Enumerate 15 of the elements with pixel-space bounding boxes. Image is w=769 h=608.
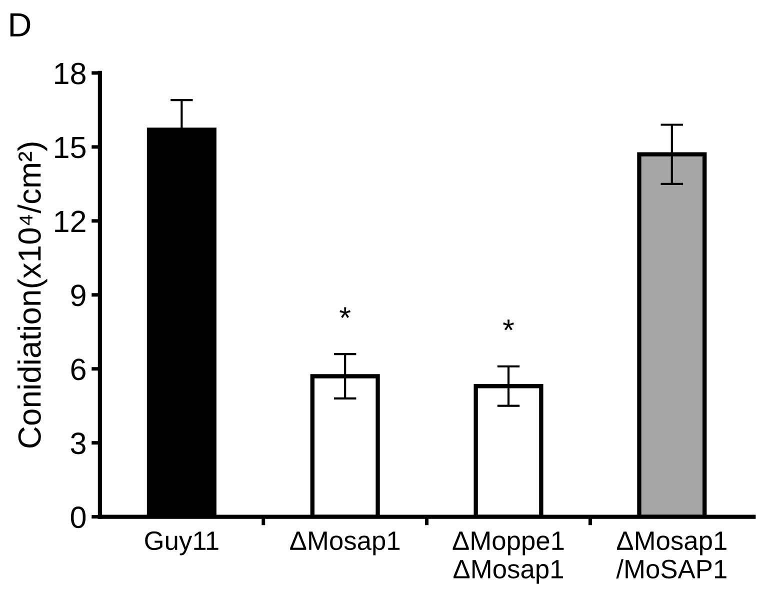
- x-tick-label: ΔMoppe1 ΔMosap1: [452, 532, 564, 584]
- annotation: *: [340, 307, 351, 318]
- y-tick-label: 9: [71, 284, 86, 306]
- y-tick-label: 3: [70, 432, 86, 454]
- y-axis-title: Conidiation(x10⁴/cm²): [17, 142, 48, 448]
- y-tick-label: 15: [55, 136, 86, 158]
- y-tick-label: 0: [70, 506, 86, 528]
- x-tick-label: ΔMosap1: [290, 532, 400, 556]
- annotation: *: [503, 320, 514, 330]
- x-tick-label: ΔMosap1 /MoSAP1: [616, 532, 726, 578]
- x-tick-label: Guy11: [145, 531, 218, 556]
- y-tick-label: 18: [55, 62, 86, 84]
- text: D: [10, 13, 30, 36]
- y-tick-label: 6: [71, 358, 86, 380]
- y-tick-label: 12: [55, 210, 86, 232]
